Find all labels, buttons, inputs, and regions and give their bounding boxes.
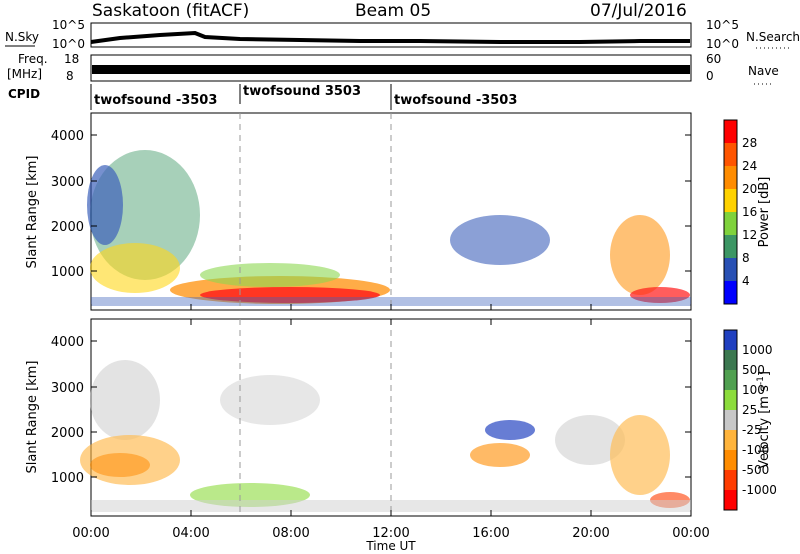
station-title: Saskatoon (fitACF) [92, 1, 249, 21]
power-colorbar-cell [724, 143, 737, 167]
velocity-colorbar-tick: 1000 [742, 343, 773, 357]
freq-tick-bottom: 8 [66, 69, 74, 83]
nsky-label: N.Sky [5, 30, 39, 44]
velocity-colorbar-cell [724, 430, 737, 451]
velocity-ytick-4000: 4000 [51, 335, 84, 350]
freq-tick-top: 18 [64, 52, 79, 66]
power-blob-evening [610, 215, 670, 295]
power-colorbar-cell [724, 166, 737, 190]
x-tick-label: 16:00 [472, 526, 509, 541]
power-ylabel: Slant Range [km] [25, 156, 40, 269]
velocity-blob-mid-grey [220, 375, 320, 425]
power-colorbar-tick: 8 [742, 251, 750, 265]
velocity-colorbar: 1000 500 100 25 -25 -100 -500 -1000 Velocity [m… [723, 329, 777, 511]
x-axis-label: Time UT [365, 539, 416, 553]
power-ytick-3000: 3000 [51, 175, 84, 190]
velocity-colorbar-tick: -100 [742, 443, 769, 457]
power-colorbar-cell [724, 189, 737, 213]
power-ytick-2000: 2000 [51, 220, 84, 235]
power-ytick-4000: 4000 [51, 129, 84, 144]
power-colorbar-tick: 20 [742, 182, 757, 196]
velocity-ytick-1000: 1000 [51, 471, 84, 486]
cpid-segment-1: twofsound -3503 [94, 93, 217, 108]
velocity-data-region [80, 360, 691, 512]
freq-unit: [MHz] [7, 67, 42, 81]
velocity-blob-late-red [650, 492, 690, 508]
velocity-ytick-3000: 3000 [51, 381, 84, 396]
power-blob-cluster [87, 165, 123, 245]
power-colorbar-cell [724, 258, 737, 282]
power-colorbar-cell [724, 120, 737, 144]
velocity-colorbar-tick: -500 [742, 463, 769, 477]
x-tick-label: 20:00 [572, 526, 609, 541]
power-colorbar-tick: 28 [742, 136, 757, 150]
power-colorbar-tick: 12 [742, 228, 757, 242]
velocity-colorbar-cell [724, 450, 737, 471]
velocity-colorbar-cell [724, 370, 737, 391]
power-panel: Slant Range [km] 4000 3000 2000 1000 [25, 112, 692, 311]
velocity-blob-early-grey [90, 360, 160, 440]
velocity-blob-afternoon-blue [485, 420, 535, 440]
power-blob-mid-upper [200, 263, 340, 287]
cpid-segment-2: twofsound 3503 [243, 84, 361, 99]
power-colorbar-cell [724, 235, 737, 259]
power-colorbar-cell [724, 281, 737, 305]
x-tick-label: 12:00 [372, 526, 409, 541]
velocity-colorbar-label: Velocity [m s-1] [756, 371, 772, 469]
freq-label: Freq. [18, 52, 48, 66]
velocity-colorbar-tick: 100 [742, 383, 765, 397]
power-colorbar-tick: 16 [742, 205, 757, 219]
x-tick-label: 04:00 [172, 526, 209, 541]
power-ytick-1000: 1000 [51, 265, 84, 280]
nave-tick-top: 60 [706, 52, 721, 66]
velocity-blob-early-core [90, 453, 150, 477]
x-tick-label: 08:00 [272, 526, 309, 541]
power-blob-mid-core [200, 287, 380, 303]
nsky-tick-top: 10^5 [52, 18, 85, 32]
beam-title: Beam 05 [355, 1, 431, 21]
cpid-segment-3: twofsound -3503 [394, 93, 517, 108]
velocity-colorbar-cell [724, 490, 737, 511]
velocity-colorbar-cell [724, 470, 737, 491]
x-tick-label: 00:00 [72, 526, 109, 541]
nsky-panel: N.Sky 10^5 10^0 10^5 10^0 N.Search [5, 18, 800, 51]
nsky-trace [90, 30, 690, 44]
velocity-colorbar-tick: 25 [742, 403, 757, 417]
velocity-colorbar-tick: -1000 [742, 483, 777, 497]
velocity-blob-afternoon-orange [470, 443, 530, 467]
nsearch-label: N.Search [746, 30, 800, 44]
velocity-blob-evening-grey [555, 415, 625, 465]
velocity-colorbar-cell [724, 350, 737, 371]
power-colorbar-tick: 4 [742, 274, 750, 288]
velocity-colorbar-tick: -25 [742, 423, 762, 437]
velocity-ylabel: Slant Range [km] [25, 361, 40, 474]
velocity-colorbar-cell [724, 390, 737, 411]
power-blob-early-low [90, 243, 180, 293]
velocity-ytick-2000: 2000 [51, 426, 84, 441]
power-colorbar-label: Power [dB] [757, 177, 772, 248]
cpid-label: CPID [8, 87, 40, 101]
nave-label: Nave [748, 64, 779, 78]
velocity-colorbar-cell [724, 330, 737, 351]
cpid-row: CPID twofsound -3503 twofsound 3503 twof… [8, 84, 517, 110]
date-title: 07/Jul/2016 [590, 1, 687, 21]
velocity-colorbar-tick: 500 [742, 363, 765, 377]
velocity-panel: Slant Range [km] 4000 3000 2000 1000 00:… [25, 304, 710, 553]
power-colorbar-cell [724, 212, 737, 236]
power-blob-afternoon [450, 215, 550, 265]
freq-band [92, 65, 690, 74]
velocity-blob-mid-green [190, 483, 310, 507]
x-tick-label: 00:00 [672, 526, 709, 541]
nave-tick-bottom: 0 [706, 69, 714, 83]
power-colorbar: 28 24 20 16 12 8 4 Power [dB] [723, 119, 772, 305]
power-blob-late-low [630, 287, 690, 303]
velocity-blob-evening-orange [610, 415, 670, 495]
nsky-tick-bottom: 10^0 [52, 37, 85, 51]
velocity-colorbar-cell [724, 410, 737, 431]
power-colorbar-tick: 24 [742, 159, 757, 173]
freq-panel: Freq. [MHz] 18 8 60 0 Nave [7, 52, 779, 85]
nsearch-tick-top: 10^5 [706, 18, 739, 32]
nsearch-tick-bottom: 10^0 [706, 37, 739, 51]
